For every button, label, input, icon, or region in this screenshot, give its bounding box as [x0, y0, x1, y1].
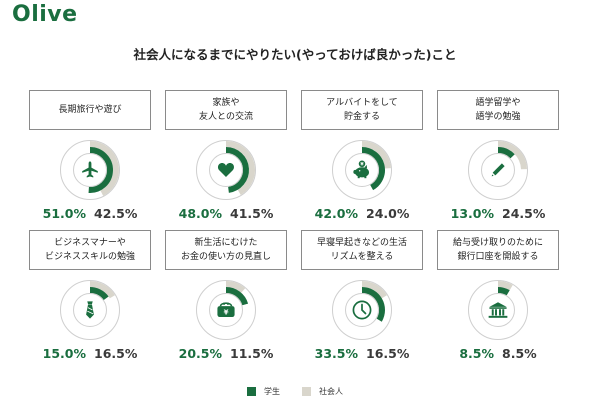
svg-text:¥: ¥	[224, 307, 229, 316]
necktie-icon	[86, 301, 94, 319]
student-value-label: 51.0%	[42, 206, 86, 221]
value-pair: 48.0% 41.5%	[165, 206, 287, 224]
worker-value-label: 41.5%	[230, 206, 274, 221]
student-value-label: 42.0%	[314, 206, 358, 221]
student-value-label: 48.0%	[178, 206, 222, 221]
donut-chart	[467, 279, 529, 341]
donut-chart	[59, 139, 121, 201]
student-arc	[225, 147, 249, 193]
donut-outer-ring	[60, 140, 120, 200]
category-label: アルバイトをして 貯金する	[301, 90, 423, 130]
wallet-yen-icon: ¥	[217, 302, 235, 318]
category-label: ビジネスマナーや ビジネススキルの勉強	[29, 230, 151, 270]
student-value-label: 15.0%	[42, 346, 86, 361]
category-label: 給与受け取りのために 銀行口座を開設する	[437, 230, 559, 270]
student-value-label: 33.5%	[314, 346, 358, 361]
student-value-label: 13.0%	[450, 206, 494, 221]
chart-card: 長期旅行や遊び 51.0% 42.5%	[29, 90, 151, 222]
student-arc	[88, 147, 113, 193]
donut-chart: ¥	[331, 139, 393, 201]
category-label: 新生活にむけた お金の使い方の見直し	[165, 230, 287, 270]
value-pair: 42.0% 24.0%	[301, 206, 423, 224]
student-arc	[361, 287, 385, 322]
category-label: 長期旅行や遊び	[29, 90, 151, 130]
legend-swatch-student	[247, 386, 256, 396]
student-value-label: 8.5%	[459, 346, 494, 361]
student-arc	[89, 287, 109, 301]
student-arc	[225, 287, 249, 306]
worker-value-label: 24.0%	[366, 206, 410, 221]
donut-outer-ring	[332, 280, 392, 340]
chart-card: 給与受け取りのために 銀行口座を開設する 8.5% 8.5%	[437, 230, 559, 362]
chart-card: 語学留学や 語学の勉強 13.0% 24.5%	[437, 90, 559, 222]
student-value-label: 20.5%	[178, 346, 222, 361]
legend: 学生 社会人	[0, 384, 590, 398]
chart-card: 家族や 友人との交流 48.0% 41.5%	[165, 90, 287, 222]
value-pair: 8.5% 8.5%	[437, 346, 559, 364]
chart-card: 新生活にむけた お金の使い方の見直し ¥ 20.5% 11.5%	[165, 230, 287, 362]
worker-value-label: 24.5%	[502, 206, 546, 221]
student-arc	[361, 147, 385, 191]
donut-outer-ring	[332, 140, 392, 200]
value-pair: 15.0% 16.5%	[29, 346, 151, 364]
worker-arc	[89, 281, 115, 299]
worker-value-label: 11.5%	[230, 346, 274, 361]
value-pair: 20.5% 11.5%	[165, 346, 287, 364]
brand-logo: Olive	[12, 2, 78, 27]
category-label: 語学留学や 語学の勉強	[437, 90, 559, 130]
donut-outer-ring	[60, 280, 120, 340]
airplane-icon	[82, 161, 98, 178]
worker-value-label: 42.5%	[94, 206, 138, 221]
heart-icon	[217, 162, 235, 178]
donut-chart: ¥	[195, 279, 257, 341]
chart-card: ビジネスマナーや ビジネススキルの勉強 15.0% 16.5%	[29, 230, 151, 362]
worker-arc	[89, 141, 119, 196]
worker-arc	[361, 141, 391, 169]
chart-card: アルバイトをして 貯金する ¥ 42.0% 24.0%	[301, 90, 423, 222]
worker-value-label: 8.5%	[502, 346, 537, 361]
pencil-icon	[491, 163, 505, 177]
legend-label-student: 学生	[264, 386, 280, 396]
value-pair: 33.5% 16.5%	[301, 346, 423, 364]
worker-arc	[497, 141, 527, 170]
student-arc	[497, 147, 515, 159]
category-label: 早寝早起きなどの生活 リズムを整える	[301, 230, 423, 270]
worker-arc	[497, 281, 513, 291]
worker-value-label: 16.5%	[366, 346, 410, 361]
worker-value-label: 16.5%	[94, 346, 138, 361]
legend-item-student: 学生	[247, 386, 280, 397]
category-label: 家族や 友人との交流	[165, 90, 287, 130]
value-pair: 13.0% 24.5%	[437, 206, 559, 224]
donut-outer-ring	[468, 280, 528, 340]
donut-outer-ring	[196, 280, 256, 340]
clock-icon	[352, 300, 372, 320]
donut-outer-ring	[468, 140, 528, 200]
donut-outer-ring	[196, 140, 256, 200]
legend-item-worker: 社会人	[302, 386, 343, 397]
chart-title: 社会人になるまでにやりたい(やっておけば良かった)こと	[133, 47, 457, 62]
legend-swatch-worker	[302, 386, 311, 396]
worker-arc	[225, 281, 246, 293]
student-arc	[497, 287, 510, 296]
svg-text:¥: ¥	[360, 161, 364, 167]
donut-chart	[59, 279, 121, 341]
worker-arc	[361, 281, 387, 299]
value-pair: 51.0% 42.5%	[29, 206, 151, 224]
donut-inner-ring	[481, 293, 515, 327]
legend-label-worker: 社会人	[319, 386, 343, 396]
donut-chart	[331, 279, 393, 341]
piggy-bank-icon: ¥	[353, 160, 370, 179]
chart-card: 早寝早起きなどの生活 リズムを整える 33.5% 16.5%	[301, 230, 423, 362]
donut-chart	[195, 139, 257, 201]
bank-icon	[488, 302, 508, 318]
worker-arc	[225, 141, 255, 195]
donut-chart	[467, 139, 529, 201]
